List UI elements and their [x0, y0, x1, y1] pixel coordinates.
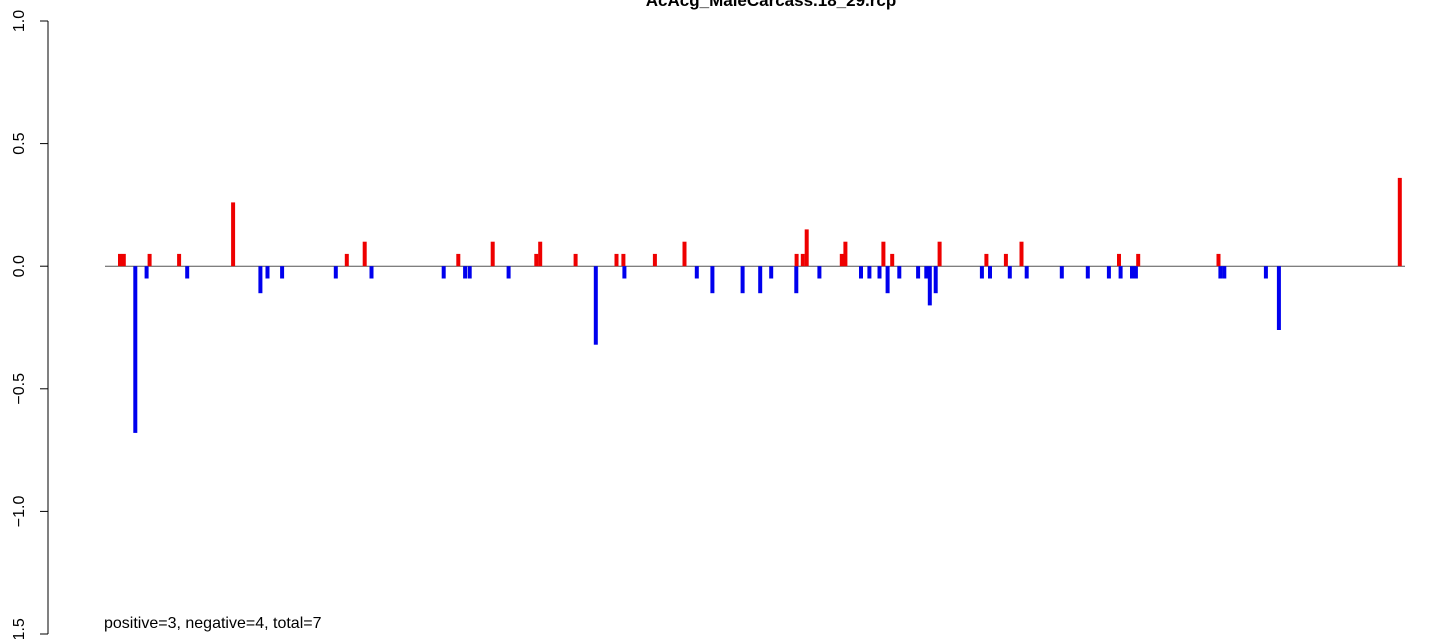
positive-bar — [231, 202, 236, 267]
positive-bar — [456, 253, 461, 267]
positive-bar — [621, 253, 626, 267]
negative-bar — [867, 266, 872, 279]
count-annotation: positive=3, negative=4, total=7 — [104, 615, 322, 632]
negative-bar — [144, 266, 149, 279]
y-tick-label: −1.5 — [11, 618, 28, 639]
positive-bar — [573, 253, 578, 267]
positive-bar — [652, 253, 657, 267]
negative-bar — [897, 266, 902, 279]
positive-bar — [1216, 253, 1221, 267]
negative-bar — [1106, 266, 1111, 279]
negative-bar — [817, 266, 822, 279]
positive-bar — [890, 253, 895, 267]
negative-bar — [877, 266, 882, 279]
positive-bar — [490, 241, 495, 267]
positive-bar — [362, 241, 367, 267]
negative-bar — [1085, 266, 1090, 279]
negative-bar — [710, 266, 715, 294]
negative-bar — [1024, 266, 1029, 279]
positive-bar — [177, 253, 182, 267]
positive-bar — [1117, 253, 1121, 267]
positive-bar — [984, 253, 989, 267]
negative-bar — [265, 266, 270, 279]
negative-bar — [1118, 266, 1123, 279]
positive-bar — [804, 229, 809, 267]
y-tick-label: −1.0 — [11, 496, 28, 528]
negative-bar — [988, 266, 992, 279]
y-axis-ticks: −1.5 −1.0 −0.5 0.0 0.5 1.0 — [11, 10, 48, 639]
negative-bar — [916, 266, 921, 279]
negative-bar — [280, 266, 285, 279]
positive-bar — [843, 241, 848, 267]
negative-bar — [927, 266, 932, 306]
negative-bar — [694, 266, 699, 279]
positive-bar — [614, 253, 619, 267]
positive-bar — [1003, 253, 1008, 267]
negative-bar — [333, 266, 338, 279]
negative-bar — [979, 266, 984, 279]
negative-bar — [1218, 266, 1223, 279]
y-tick-label: −0.5 — [11, 373, 28, 405]
positive-bar — [147, 253, 152, 267]
positive-bar — [538, 241, 543, 267]
negative-bar — [593, 266, 598, 345]
negative-bar — [758, 266, 763, 294]
negative-bar — [769, 266, 774, 279]
negative-bar — [794, 266, 799, 294]
negative-bar — [467, 266, 472, 279]
negative-bar — [133, 266, 138, 433]
negative-bar — [933, 266, 938, 294]
negative-bar — [463, 266, 468, 279]
positive-bar — [344, 253, 349, 267]
positive-bar — [839, 253, 844, 267]
negative-bar — [258, 266, 263, 294]
chart-title: AcAcg_MaleCarcass.18_29.rcp — [646, 0, 896, 10]
negative-bar — [1059, 266, 1064, 279]
positive-bar — [1397, 177, 1402, 267]
positive-bar — [118, 253, 122, 267]
positive-bar — [682, 241, 687, 267]
positive-bar — [121, 253, 126, 267]
negative-bar — [441, 266, 446, 279]
negative-bar — [369, 266, 374, 279]
negative-bar — [885, 266, 890, 294]
positive-bar — [794, 253, 799, 267]
negative-bar — [1007, 266, 1012, 279]
positive-bar — [534, 253, 539, 267]
y-tick-label: 0.0 — [11, 255, 28, 277]
positive-bar — [1019, 241, 1024, 267]
negative-bar — [740, 266, 745, 294]
negative-bar — [1276, 266, 1281, 330]
negative-bar — [924, 266, 929, 279]
positive-bar — [800, 253, 805, 267]
negative-bar — [622, 266, 627, 279]
negative-bar — [185, 266, 190, 279]
positive-bar — [937, 241, 942, 267]
negative-bar — [1130, 266, 1134, 279]
positive-bar — [881, 241, 886, 267]
positive-bar — [1136, 253, 1141, 267]
negative-bar — [859, 266, 863, 279]
y-tick-label: 0.5 — [11, 132, 28, 154]
negative-bar — [506, 266, 511, 279]
negative-bar — [1133, 266, 1138, 279]
bar-series — [118, 177, 1402, 433]
negative-bar — [1222, 266, 1227, 279]
y-tick-label: 1.0 — [11, 10, 28, 32]
negative-bar — [1263, 266, 1268, 279]
